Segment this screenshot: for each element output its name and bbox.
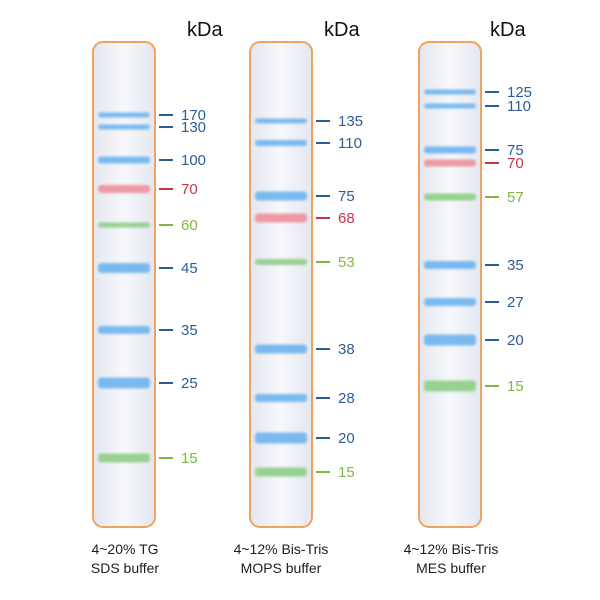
lane-caption-mops: 4~12% Bis-Tris MOPS buffer [201,540,361,578]
band-blue [255,394,307,402]
kda-header: kDa [187,19,223,41]
marker-label: 25 [181,375,198,392]
marker-label: 100 [181,152,206,169]
band-blue [98,112,150,118]
band-red [424,159,476,167]
marker-label: 125 [507,84,532,101]
bands-layer [98,112,150,463]
marker-label: 68 [338,210,355,227]
caption-line: 4~20% TG [91,541,159,557]
band-blue [98,156,150,164]
marker-label: 15 [338,464,355,481]
band-blue [424,146,476,154]
kda-header: kDa [490,19,526,41]
band-blue [424,298,476,306]
marker-label: 70 [181,181,198,198]
band-blue [98,263,150,273]
marker-label: 53 [338,254,355,271]
band-blue [424,103,476,109]
band-blue [255,191,307,201]
marker-label: 38 [338,341,355,358]
band-green [424,380,476,392]
caption-line: 4~12% Bis-Tris [233,541,329,557]
band-green [255,259,307,265]
band-green [255,467,307,477]
caption-line: MOPS buffer [240,560,322,576]
band-blue [98,326,150,334]
marker-label: 170 [181,107,206,124]
band-green [98,453,150,463]
gel-lane [249,41,313,528]
marker-label: 75 [507,142,524,159]
band-blue [98,124,150,130]
band-red [255,213,307,223]
marker-label: 45 [181,260,198,277]
marker-label: 20 [507,332,524,349]
marker-label: 35 [181,322,198,339]
marker-label: 20 [338,430,355,447]
caption-line: 4~12% Bis-Tris [403,541,499,557]
labels-layer: 135 110 75 68 53 38 28 20 15 [316,113,363,481]
band-green [98,222,150,228]
marker-label: 110 [507,98,531,115]
band-blue [98,377,150,389]
marker-label: 135 [338,113,363,130]
band-blue [255,432,307,444]
band-blue [255,118,307,124]
band-blue [424,261,476,269]
band-blue [424,89,476,95]
lane-caption-tg: 4~20% TG SDS buffer [45,540,205,578]
marker-label: 57 [507,189,524,206]
marker-label: 110 [338,135,362,152]
marker-label: 35 [507,257,524,274]
marker-label: 28 [338,390,355,407]
marker-label: 70 [507,155,524,172]
lane-group-mops: kDa 135 110 75 68 53 38 28 20 15 [249,19,363,528]
marker-label: 60 [181,217,198,234]
lane-caption-mes: 4~12% Bis-Tris MES buffer [371,540,531,578]
marker-label: 15 [181,450,198,467]
band-blue [255,344,307,354]
caption-line: SDS buffer [90,560,160,576]
marker-label: 75 [338,188,355,205]
bands-layer [424,89,476,392]
band-blue [424,334,476,346]
band-green [424,193,476,201]
kda-header: kDa [324,19,360,41]
caption-line: MES buffer [416,560,486,576]
marker-label: 15 [507,378,524,395]
marker-label: 130 [181,119,206,136]
bands-layer [255,118,307,477]
band-red [98,185,150,193]
marker-label: 27 [507,294,524,311]
band-blue [255,140,307,146]
gel-lane [418,41,482,528]
